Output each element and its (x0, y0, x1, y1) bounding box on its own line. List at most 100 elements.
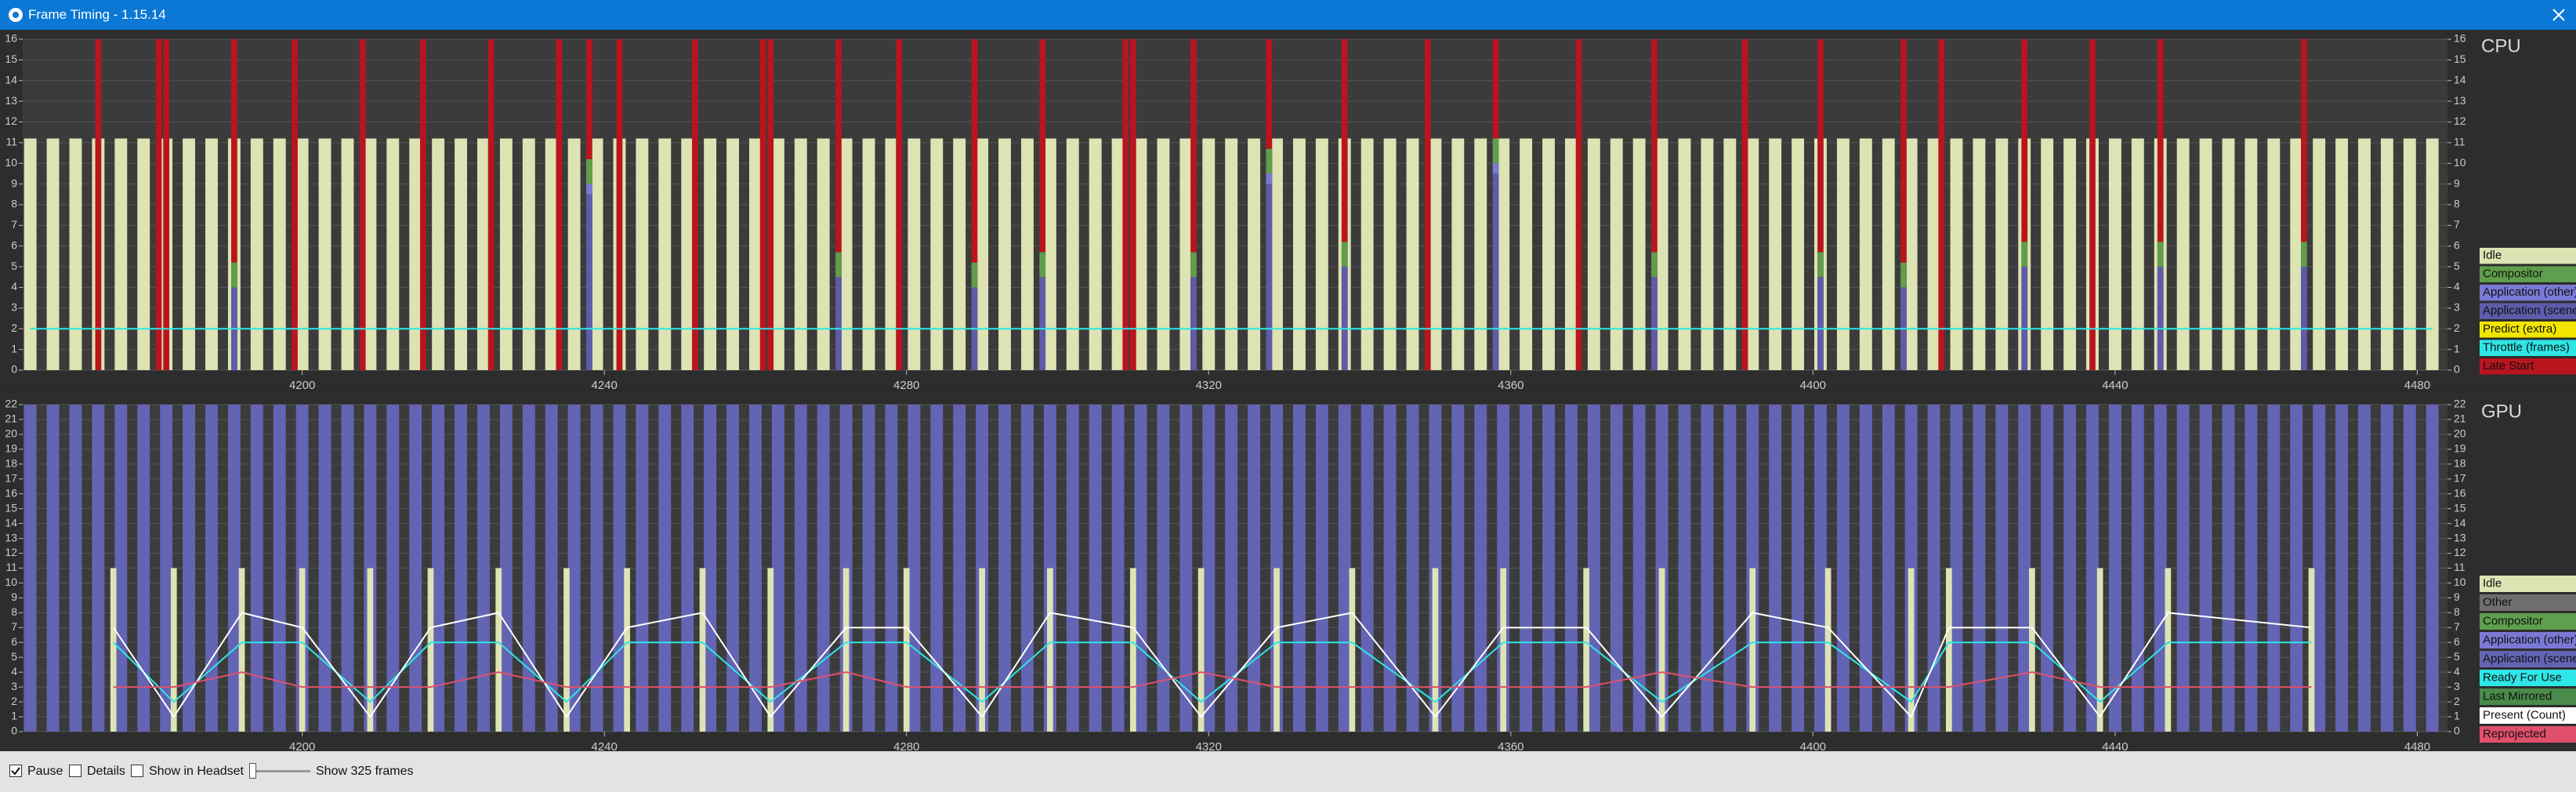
y-tick-label: 22 (2454, 398, 2466, 410)
bar (636, 138, 649, 370)
bar (586, 158, 592, 184)
frames-slider-track[interactable] (249, 770, 310, 772)
bar (1973, 138, 1986, 370)
bar (835, 277, 842, 370)
bar (183, 138, 196, 370)
x-tick-label: 4440 (2102, 379, 2128, 392)
bar (69, 138, 82, 370)
bar (2041, 405, 2054, 732)
bar (1792, 405, 1805, 732)
bar (1292, 405, 1306, 732)
bar (2308, 568, 2315, 732)
bar (522, 138, 535, 370)
bar (1474, 405, 1487, 732)
bar (205, 405, 218, 732)
bar (137, 138, 150, 370)
bar (409, 138, 422, 370)
y-tick-label: 19 (5, 442, 17, 455)
bar (183, 405, 196, 732)
bar (2358, 405, 2371, 732)
headset-label[interactable]: Show in Headset (149, 765, 244, 778)
bar (545, 138, 558, 370)
bar (2358, 138, 2371, 370)
headset-checkbox[interactable] (131, 765, 143, 777)
bar (2290, 405, 2303, 732)
y-tick-label: 7 (2454, 218, 2460, 231)
bar (1130, 39, 1136, 370)
bar (114, 138, 128, 370)
x-tick-label: 4360 (1498, 740, 1523, 751)
y-tick-label: 0 (2454, 363, 2460, 376)
bar (1020, 138, 1034, 370)
frames-label: Show 325 frames (316, 765, 414, 778)
bar (896, 39, 902, 370)
bar (1383, 405, 1397, 732)
y-tick-label: 1 (11, 710, 17, 722)
bar (1651, 277, 1658, 370)
bar (2108, 405, 2121, 732)
bar (427, 568, 434, 732)
details-label[interactable]: Details (87, 765, 125, 778)
bar (1266, 148, 1273, 174)
legend: Idle Compositor Application (other) Applica… (2480, 248, 2576, 375)
bar (1769, 138, 1782, 370)
bar (1432, 568, 1439, 732)
y-tick-label: 5 (2454, 650, 2460, 663)
bar (1424, 39, 1431, 370)
bar (616, 39, 623, 370)
bar (1341, 267, 1348, 370)
bar (2176, 405, 2190, 732)
bar (567, 138, 581, 370)
close-button[interactable] (2551, 7, 2567, 23)
bar (1315, 138, 1328, 370)
pause-label[interactable]: Pause (27, 765, 63, 778)
bar (771, 405, 784, 732)
bar (862, 405, 875, 732)
y-tick-label: 13 (2454, 531, 2466, 543)
bar (1225, 405, 1238, 732)
bar (1157, 138, 1170, 370)
x-tick-label: 4480 (2404, 740, 2430, 751)
legend-label: Ready For Use (2483, 670, 2562, 684)
bar (1360, 138, 1374, 370)
y-tick-label: 8 (11, 198, 17, 210)
bar (1134, 405, 1147, 732)
bar (771, 138, 784, 370)
bar (1406, 138, 1419, 370)
y-tick-label: 12 (5, 114, 17, 127)
y-tick-label: 18 (5, 457, 17, 470)
frames-slider-thumb[interactable] (249, 763, 256, 779)
y-tick-label: 6 (11, 238, 17, 251)
bar (477, 138, 490, 370)
y-tick-label: 10 (2454, 156, 2466, 169)
legend-swatch (2480, 340, 2576, 356)
details-checkbox[interactable] (69, 765, 82, 777)
bar (1292, 138, 1306, 370)
bar (2335, 405, 2349, 732)
bar (1824, 568, 1831, 732)
legend-swatch (2480, 322, 2576, 338)
bar (1723, 138, 1737, 370)
bar (1451, 405, 1465, 732)
bar (1341, 39, 1348, 370)
pause-checkbox[interactable] (9, 765, 22, 777)
bar (364, 138, 377, 370)
y-tick-label: 0 (11, 725, 17, 737)
bar (1651, 39, 1658, 370)
bar (1066, 138, 1079, 370)
bar (2021, 242, 2028, 267)
bar (1406, 405, 1419, 732)
bar (2403, 138, 2416, 370)
bar (885, 138, 898, 370)
bar (1583, 568, 1590, 732)
legend-label: Application (other) (2483, 285, 2576, 299)
legend-label: Application (scene) (2483, 304, 2576, 318)
y-tick-label: 11 (5, 561, 17, 573)
bar (545, 405, 558, 732)
legend-label: Late Start (2483, 359, 2534, 372)
legend-swatch (2480, 303, 2576, 319)
window-title: Frame Timing - 1.15.14 (28, 7, 166, 22)
bar (1338, 405, 1351, 732)
